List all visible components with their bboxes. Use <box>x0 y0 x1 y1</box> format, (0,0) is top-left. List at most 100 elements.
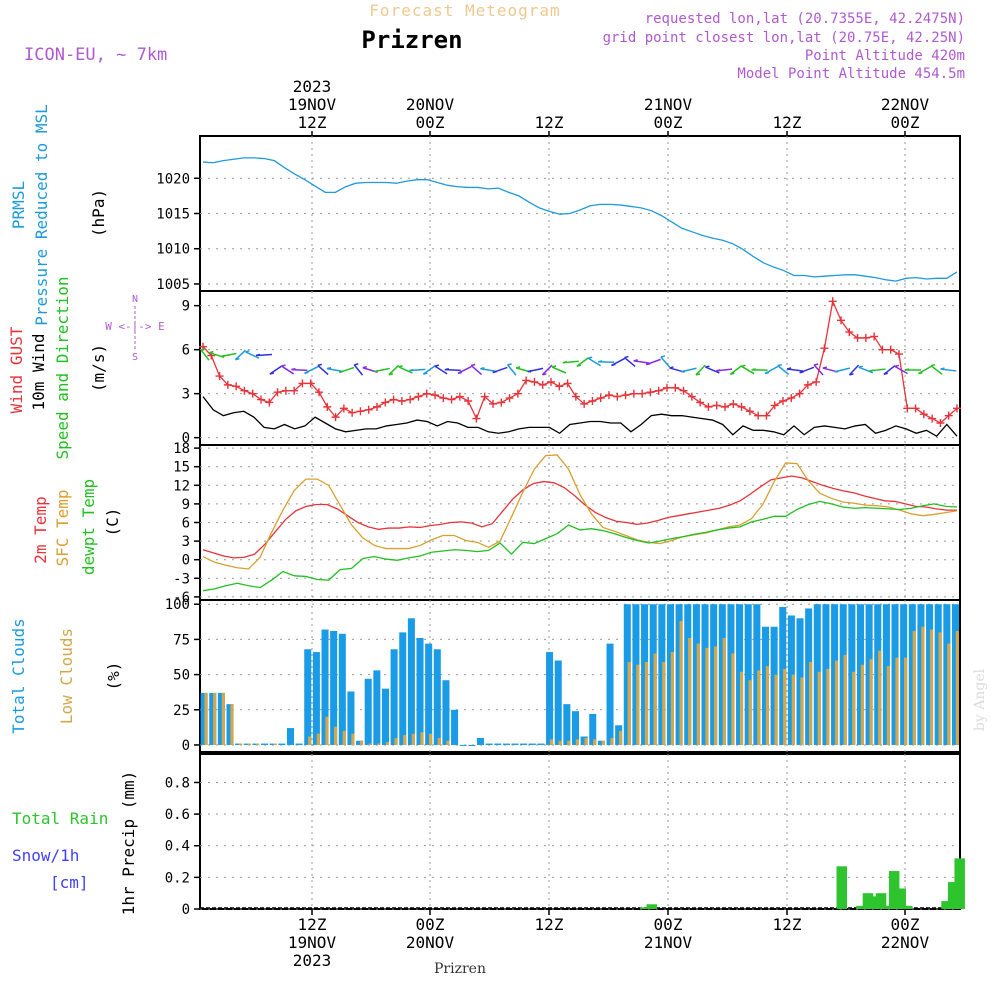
low-cloud-bar <box>429 733 433 745</box>
low-cloud-bar <box>567 740 571 745</box>
y-tick-label: 3 <box>182 534 190 550</box>
total-cloud-bar <box>563 704 571 745</box>
low-cloud-bar <box>860 664 864 745</box>
low-cloud-bar <box>852 671 856 745</box>
low-cloud-bar <box>731 653 735 745</box>
total-cloud-bar <box>649 604 657 745</box>
super-title: Forecast Meteogram <box>369 1 560 20</box>
low-cloud-bar <box>334 726 338 745</box>
time-label-top: 00Z <box>654 113 683 132</box>
wind-arrow <box>234 349 246 361</box>
gust-marker <box>530 377 539 386</box>
total-cloud-bar <box>399 632 407 745</box>
total-cloud-bar <box>900 604 908 745</box>
total-cloud-bar <box>485 743 493 745</box>
gust-marker <box>571 392 580 401</box>
time-label-top: 2023 <box>293 77 332 96</box>
gust-marker <box>497 398 506 407</box>
time-label-top: 00Z <box>416 113 445 132</box>
wind-arrow-head <box>858 365 863 368</box>
y-tick-label: 0.6 <box>165 807 190 823</box>
total-cloud-bar <box>217 692 225 745</box>
total-cloud-bar <box>718 604 726 745</box>
total-cloud-bar <box>571 711 579 745</box>
low-cloud-bar <box>644 661 649 745</box>
low-cloud-bar <box>955 630 959 745</box>
gust-marker <box>663 383 671 392</box>
low-cloud-bar <box>394 737 398 745</box>
gust-marker <box>795 389 804 398</box>
rain-bar <box>856 905 867 909</box>
low-cloud-bar <box>869 659 873 745</box>
label-percent: (%) <box>104 662 123 691</box>
series-line-wind-gust <box>202 299 958 424</box>
total-cloud-bar <box>390 649 398 745</box>
low-cloud-bar <box>722 638 726 745</box>
low-cloud-bar <box>342 730 346 745</box>
y-tick-label: 12 <box>173 478 190 494</box>
panel-cloud-frame <box>199 599 961 753</box>
gust-marker <box>770 401 779 410</box>
gust-marker <box>687 392 696 401</box>
wind-arrow-head <box>849 373 854 376</box>
wind-arrow-head <box>444 367 449 371</box>
rain-bar <box>902 905 913 909</box>
total-cloud-bar <box>848 604 856 745</box>
wind-arrow-head <box>304 371 309 374</box>
label-dewpt-temp: dewpt Temp <box>79 479 98 575</box>
gust-marker <box>223 380 232 389</box>
series-line-10m-wind <box>202 396 958 438</box>
total-cloud-bar <box>684 604 692 745</box>
wind-arrow-head <box>542 373 547 376</box>
gust-marker <box>654 386 663 395</box>
total-cloud-bar <box>934 604 942 745</box>
label-ms: (m/s) <box>89 344 108 392</box>
time-label-bottom: 22NOV <box>881 933 930 952</box>
label-wind-gust: Wind GUST <box>7 326 26 413</box>
panel-precip-frame <box>199 753 961 910</box>
gust-marker <box>820 344 829 353</box>
gust-marker <box>878 345 887 354</box>
compass-n: N <box>132 294 138 305</box>
wind-arrow <box>291 368 308 372</box>
low-cloud-bar <box>359 740 364 745</box>
y-tick-label: 1010 <box>156 242 190 258</box>
low-cloud-bar <box>627 661 631 745</box>
total-cloud-bar <box>632 604 640 745</box>
low-cloud-bar <box>791 674 795 745</box>
label-sfc-temp: SFC Temp <box>53 489 72 566</box>
wind-arrow-head <box>362 366 367 369</box>
low-cloud-bar <box>679 621 683 745</box>
gust-marker <box>729 399 738 408</box>
label-cm: [cm] <box>50 873 89 892</box>
wind-arrow <box>388 364 400 376</box>
label-prmsl: PRMSL <box>9 181 28 229</box>
gust-marker <box>605 391 613 400</box>
total-cloud-bar <box>381 688 389 745</box>
low-cloud-bar <box>593 739 597 745</box>
low-cloud-bar <box>273 743 277 745</box>
total-cloud-bar <box>813 604 821 745</box>
y-tick-label: 3 <box>182 387 190 403</box>
low-cloud-bar <box>809 661 813 745</box>
y-tick-label: 9 <box>182 299 190 315</box>
time-label-top: 12Z <box>773 113 802 132</box>
low-cloud-bar <box>213 692 217 745</box>
wind-arrow <box>470 364 483 376</box>
time-label-top: 12Z <box>535 113 564 132</box>
total-cloud-bar <box>736 604 744 745</box>
total-cloud-bar <box>321 629 329 745</box>
wind-arrow-head <box>551 365 557 368</box>
label-speed-direction: Speed and Direction <box>53 276 72 459</box>
rain-bar <box>869 896 880 909</box>
gust-marker <box>447 395 456 404</box>
wind-arrow-head <box>209 350 214 354</box>
total-cloud-bar <box>286 728 294 745</box>
low-cloud-bar <box>774 674 778 745</box>
total-cloud-bar <box>433 649 441 745</box>
total-cloud-bar <box>891 604 899 745</box>
low-cloud-bar <box>316 733 320 745</box>
low-cloud-bar <box>446 740 450 745</box>
label-total-clouds: Total Clouds <box>9 618 28 734</box>
wind-arrow <box>326 367 343 373</box>
